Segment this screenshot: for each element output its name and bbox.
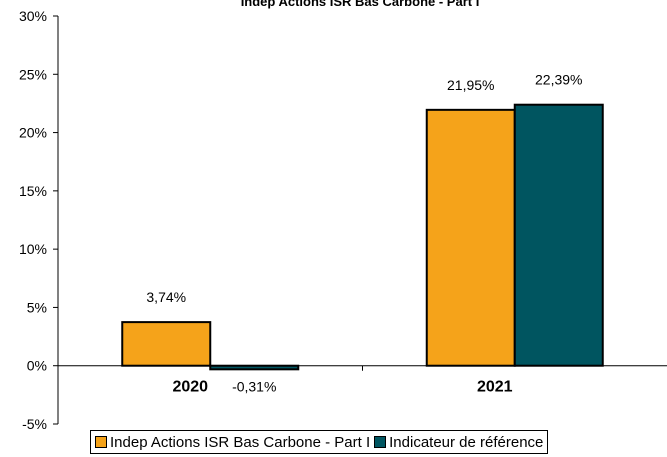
y-tick-label: 0% <box>27 358 47 374</box>
data-label: 21,95% <box>447 77 494 93</box>
legend-swatch-benchmark <box>374 436 387 448</box>
y-tick-label: 25% <box>19 66 47 82</box>
y-tick-label: 5% <box>27 299 47 315</box>
y-tick-label: 10% <box>19 241 47 257</box>
x-axis: 2020 2021 <box>58 365 667 396</box>
bars: 3,74% -0,31% 21,95% 22,39% <box>121 72 604 395</box>
legend-item-benchmark: Indicateur de référence <box>374 434 543 451</box>
x-tick-label: 2021 <box>477 379 513 396</box>
y-tick-label: 20% <box>19 125 47 141</box>
legend-swatch-fund <box>95 436 107 448</box>
legend: Indep Actions ISR Bas Carbone - Part I I… <box>90 430 549 454</box>
data-label: 3,74% <box>146 289 186 305</box>
y-tick-label: 30% <box>19 8 47 24</box>
y-tick-label: -5% <box>22 416 47 432</box>
bar-2020-fund <box>121 321 212 367</box>
data-label: -0,31% <box>232 379 276 395</box>
legend-item-fund: Indep Actions ISR Bas Carbone - Part I <box>95 434 370 451</box>
y-axis: -5% 0% 5% 10% 15% 20% 25% 30% <box>19 8 59 432</box>
bar-2020-benchmark <box>209 364 300 371</box>
legend-label-fund: Indep Actions ISR Bas Carbone - Part I <box>110 433 371 451</box>
x-tick-label: 2020 <box>172 379 208 396</box>
bar-2021-fund <box>425 108 516 367</box>
y-tick-label: 15% <box>19 183 47 199</box>
data-label: 22,39% <box>535 72 582 88</box>
chart-title: Indep Actions ISR Bas Carbone - Part I <box>241 0 480 9</box>
bar-2021-benchmark <box>513 103 604 367</box>
legend-label-benchmark: Indicateur de référence <box>389 433 544 451</box>
